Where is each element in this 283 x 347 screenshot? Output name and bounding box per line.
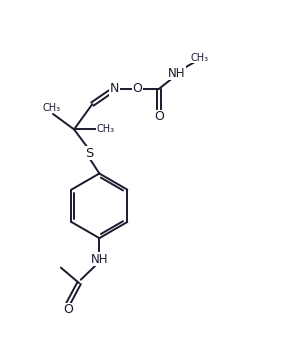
Text: O: O (132, 82, 142, 95)
Text: NH: NH (91, 253, 108, 266)
Text: CH₃: CH₃ (190, 53, 208, 63)
Text: O: O (63, 303, 73, 316)
Text: N: N (110, 82, 119, 95)
Text: O: O (154, 110, 164, 123)
Text: CH₃: CH₃ (97, 124, 115, 134)
Text: CH₃: CH₃ (42, 103, 61, 113)
Text: NH: NH (168, 67, 185, 80)
Text: S: S (85, 147, 94, 160)
